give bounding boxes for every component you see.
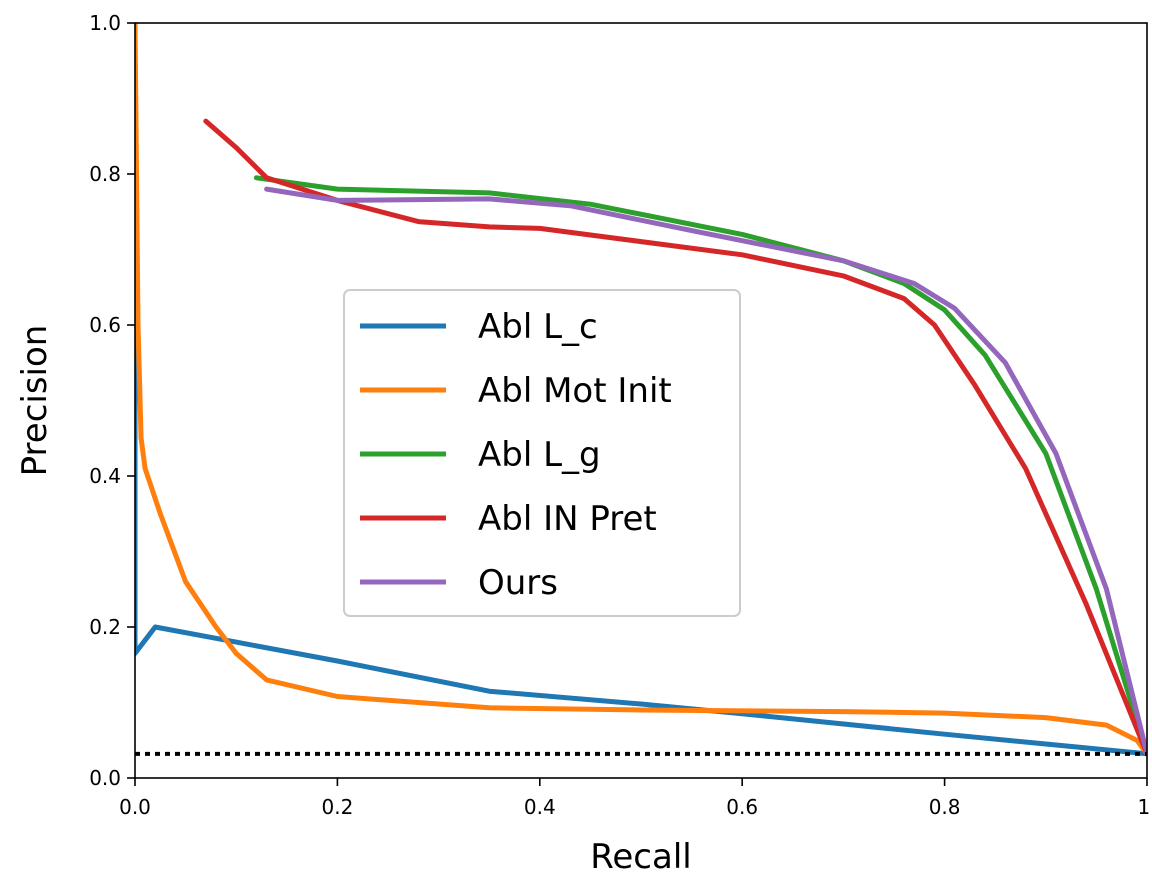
legend-label-4: Ours: [478, 563, 558, 603]
plot-frame: [134, 22, 1148, 779]
y-axis-label: Precision: [15, 325, 55, 477]
y-tick-label: 0.0: [89, 766, 121, 790]
legend-box: [343, 289, 741, 617]
legend-label-1: Abl Mot Init: [478, 371, 672, 411]
series-line-4: [264, 186, 1147, 757]
tick-layer: 0.0 0.2 0.4 0.6 0.8 1. 0.0 0.2 0.4 0.6 0.8 1.0: [89, 11, 1152, 819]
y-tick-label: 0.4: [89, 464, 121, 488]
series-line-3: [203, 118, 1147, 757]
y-tick-label: 0.2: [89, 615, 121, 639]
y-tick-label: 1.0: [89, 11, 121, 35]
legend: Abl L_c Abl Mot Init Abl L_g Abl IN Pret Our…: [343, 289, 741, 617]
y-tick-label: 0.6: [89, 313, 121, 337]
y-tick-label: 0.8: [89, 162, 121, 186]
x-tick-label: 0.8: [929, 795, 961, 819]
series-layer: [135, 23, 1147, 757]
legend-label-2: Abl L_g: [478, 435, 601, 475]
x-tick-label: 0.6: [726, 795, 758, 819]
x-tick-label: 0.2: [321, 795, 353, 819]
legend-label-3: Abl IN Pret: [478, 499, 657, 539]
series-line-1: [135, 23, 1147, 757]
x-tick-label: 0.4: [524, 795, 556, 819]
x-axis-label: Recall: [590, 837, 691, 877]
x-tick-label: 0.0: [119, 795, 151, 819]
legend-label-0: Abl L_c: [478, 307, 598, 347]
x-tick-label: 1.: [1137, 795, 1152, 819]
series-line-0: [135, 23, 1147, 757]
